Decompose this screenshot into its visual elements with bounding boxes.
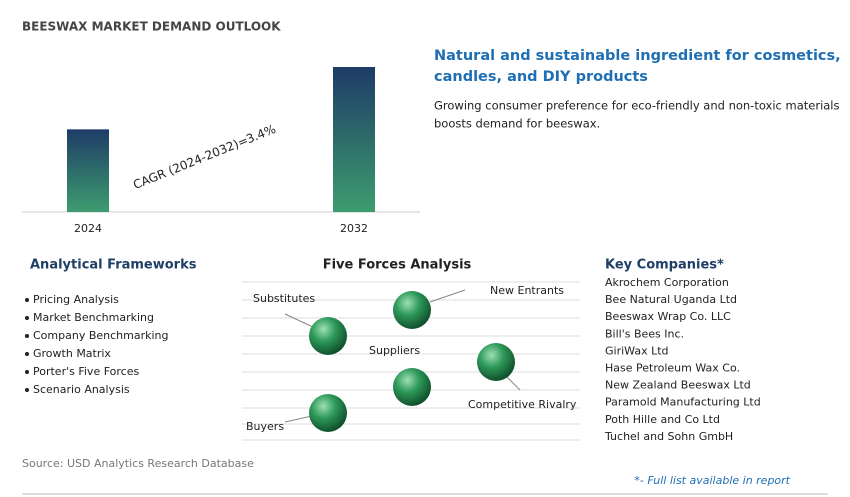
five-forces-title: Five Forces Analysis: [323, 258, 472, 273]
x-tick-label: 2024: [74, 222, 102, 235]
source: Source: USD Analytics Research Database: [22, 457, 254, 470]
bullet: [25, 298, 29, 302]
bar: [67, 129, 109, 212]
chart-title: BEESWAX MARKET DEMAND OUTLOOK: [22, 20, 281, 34]
company-item: Akrochem Corporation: [605, 276, 729, 289]
x-tick-label: 2032: [340, 222, 368, 235]
headline: candles, and DIY products: [434, 69, 648, 85]
cagr: CAGR (2024-2032)= 3.4%: [131, 122, 278, 192]
forces-grid: [242, 281, 580, 441]
company-item: Paramold Manufacturing Ltd: [605, 396, 761, 409]
framework-item: Company Benchmarking: [33, 329, 169, 342]
bar: [333, 67, 375, 212]
bullet: [25, 352, 29, 356]
bullet: [25, 316, 29, 320]
bullet: [25, 388, 29, 392]
frameworks-title: Analytical Frameworks: [30, 258, 197, 273]
description: Growing consumer preference for eco-frie…: [434, 99, 840, 113]
force-label: Suppliers: [369, 344, 420, 357]
framework-item: Market Benchmarking: [33, 311, 154, 324]
cagr-value: 3.4%: [244, 122, 278, 146]
description: boosts demand for beeswax.: [434, 117, 600, 131]
force-label: Competitive Rivalry: [468, 398, 577, 411]
company-item: Tuchel and Sohn GmbH: [604, 430, 733, 443]
framework-item: Scenario Analysis: [33, 383, 130, 396]
company-item: Hase Petroleum Wax Co.: [605, 362, 740, 375]
force-label: Buyers: [246, 420, 284, 433]
force-label: New Entrants: [490, 284, 564, 297]
company-item: Bill's Bees Inc.: [605, 327, 684, 340]
company-item: Bee Natural Uganda Ltd: [605, 293, 737, 306]
company-item: GiriWax Ltd: [605, 344, 669, 357]
bullet: [25, 370, 29, 374]
bullet: [25, 334, 29, 338]
footnote: *- Full list available in report: [634, 474, 790, 487]
company-item: Beeswax Wrap Co. LLC: [605, 310, 731, 323]
company-item: Poth Hille and Co Ltd: [605, 413, 720, 426]
force-label: Substitutes: [253, 292, 315, 305]
framework-item: Pricing Analysis: [33, 293, 119, 306]
company-item: New Zealand Beeswax Ltd: [605, 379, 751, 392]
framework-item: Porter's Five Forces: [33, 365, 139, 378]
cagr-label: CAGR (2024-2032)=: [131, 133, 250, 192]
companies-title: Key Companies*: [605, 258, 724, 273]
headline: Natural and sustainable ingredient for c…: [434, 48, 841, 64]
framework-item: Growth Matrix: [33, 347, 111, 360]
